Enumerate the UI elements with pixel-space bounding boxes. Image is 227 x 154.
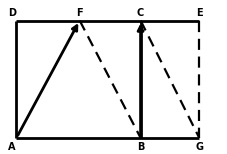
Text: D: D: [8, 8, 16, 18]
Text: G: G: [195, 142, 203, 152]
Text: C: C: [137, 8, 144, 18]
Text: A: A: [8, 142, 16, 152]
Text: E: E: [196, 8, 202, 18]
Text: B: B: [137, 142, 144, 152]
Text: F: F: [76, 8, 83, 18]
